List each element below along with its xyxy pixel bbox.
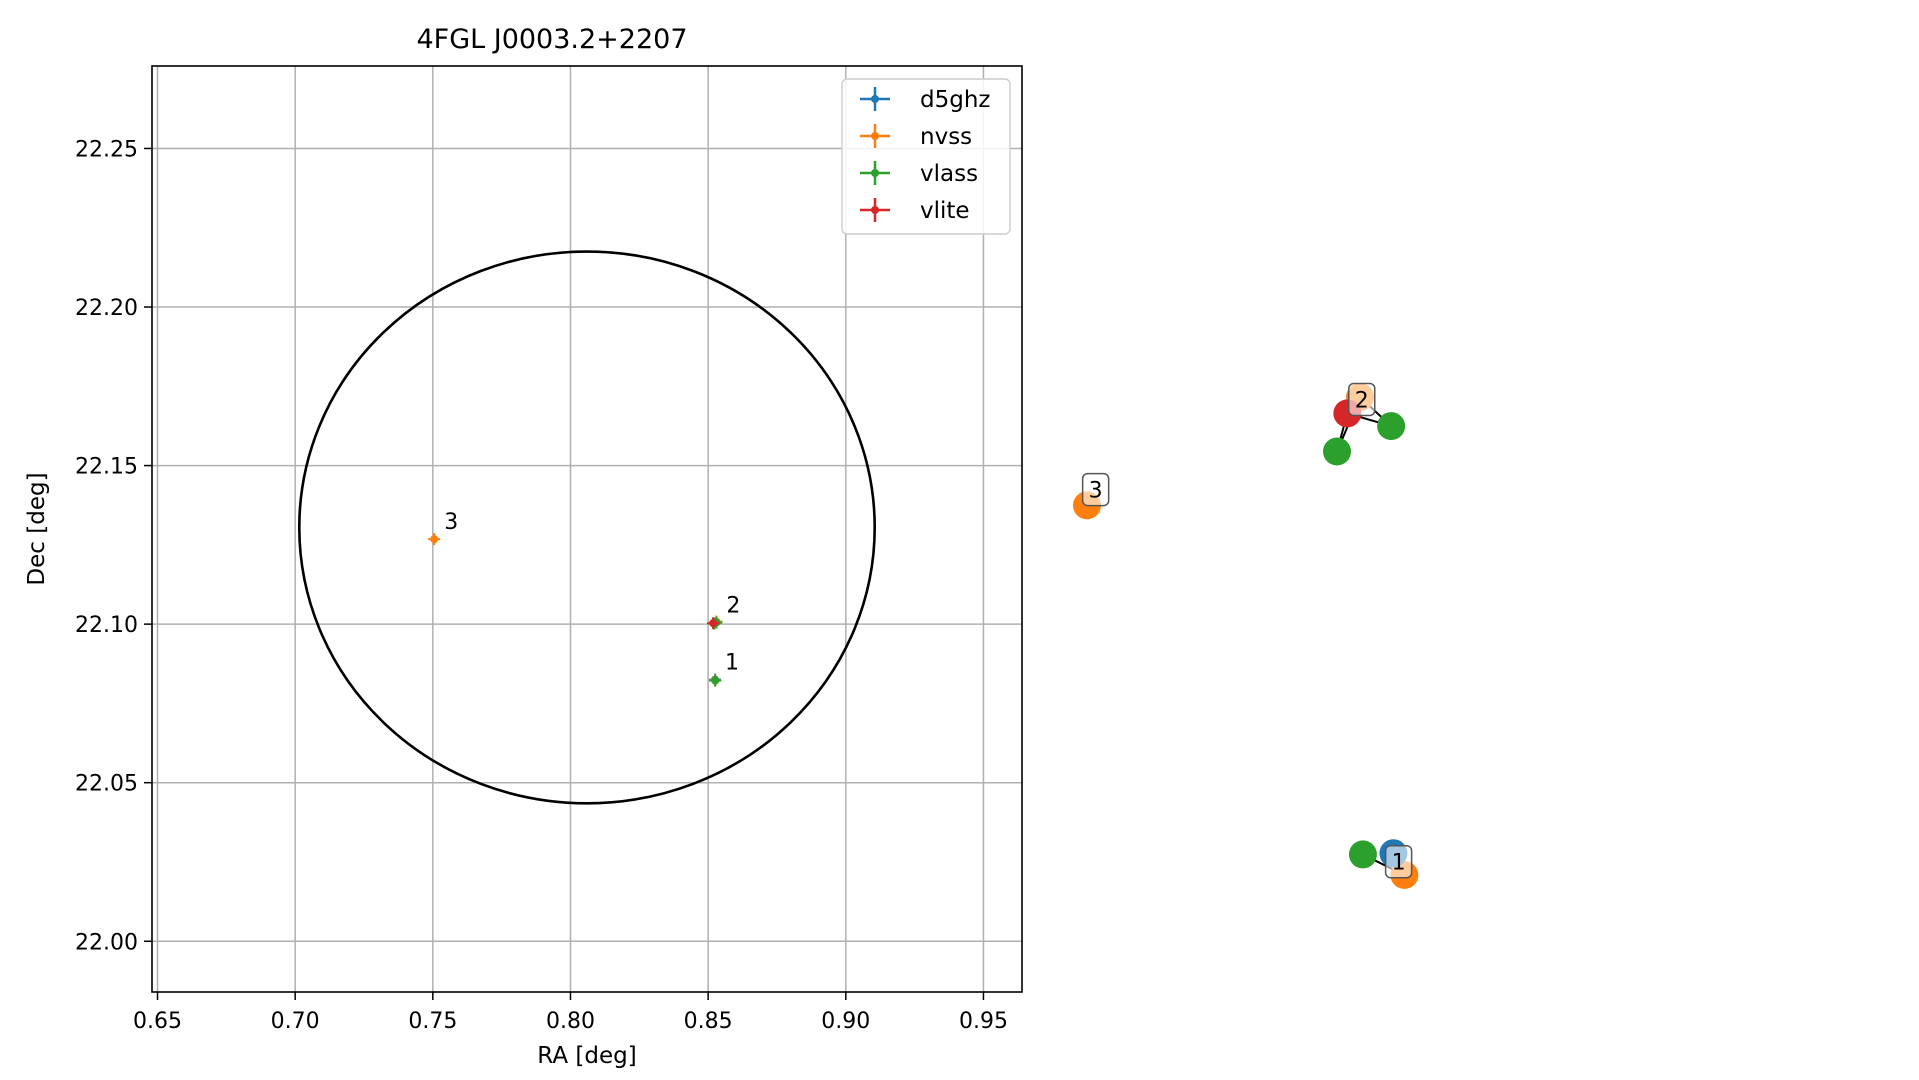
network-panel: 2 3 1 bbox=[1073, 382, 1419, 889]
y-axis-label: Dec [deg] bbox=[24, 472, 50, 585]
axis-ticks: 0.65 0.70 0.75 0.80 0.85 0.90 0.9522.0022.0522… bbox=[75, 137, 1008, 1034]
x-axis-label: RA [deg] bbox=[537, 1043, 636, 1069]
network-edges bbox=[1336, 396, 1406, 876]
localization-ellipse-layer bbox=[297, 250, 877, 805]
point-annotations: 1 2 3 bbox=[444, 510, 740, 675]
legend-entry-vlass: vlass bbox=[860, 161, 978, 187]
network-label-text: 3 bbox=[1089, 479, 1103, 504]
network-labels: 2 3 1 bbox=[1081, 382, 1413, 879]
network-label: 3 bbox=[1081, 472, 1110, 507]
legend-label: vlite bbox=[920, 198, 970, 224]
y-tick-label: 22.10 bbox=[75, 613, 138, 638]
x-tick-label: 0.95 bbox=[959, 1009, 1008, 1034]
legend-label: nvss bbox=[920, 124, 972, 150]
x-tick-label: 0.70 bbox=[271, 1009, 320, 1034]
legend: d5ghz nvss vlass vlite bbox=[841, 78, 1011, 235]
x-tick-label: 0.90 bbox=[821, 1009, 870, 1034]
network-node bbox=[1322, 437, 1351, 466]
network-label: 2 bbox=[1348, 382, 1376, 417]
network-label: 1 bbox=[1384, 844, 1413, 879]
network-label-text: 2 bbox=[1355, 388, 1369, 413]
legend-label: vlass bbox=[920, 161, 978, 187]
y-tick-label: 22.20 bbox=[75, 296, 138, 321]
localization-ellipse bbox=[297, 250, 877, 805]
network-node bbox=[1377, 412, 1406, 441]
data-points bbox=[428, 533, 723, 687]
point-nvss bbox=[428, 533, 441, 546]
network-label-text: 1 bbox=[1392, 851, 1406, 876]
x-tick-label: 0.75 bbox=[408, 1009, 457, 1034]
y-tick-label: 22.15 bbox=[75, 455, 138, 480]
annotation-label: 3 bbox=[444, 510, 458, 535]
x-tick-label: 0.65 bbox=[133, 1009, 182, 1034]
y-tick-label: 22.05 bbox=[75, 772, 138, 797]
point-vlite bbox=[707, 617, 720, 630]
x-tick-label: 0.80 bbox=[546, 1009, 595, 1034]
network-node bbox=[1348, 840, 1377, 869]
plot-frame bbox=[151, 65, 1023, 993]
annotation-label: 1 bbox=[725, 651, 739, 676]
legend-entry-d5ghz: d5ghz bbox=[860, 87, 990, 113]
point-vlass bbox=[709, 674, 722, 687]
network-nodes bbox=[1073, 383, 1419, 889]
legend-entry-vlite: vlite bbox=[860, 198, 970, 224]
y-tick-label: 22.25 bbox=[75, 137, 138, 162]
y-tick-label: 22.00 bbox=[75, 930, 138, 955]
chart-title: 4FGL J0003.2+2207 bbox=[416, 24, 687, 55]
scatter-panel: 4FGL J0003.2+2207 1 2 3 0.65 0.70 0.75 0.80 0.… bbox=[24, 24, 1023, 1069]
legend-box bbox=[841, 78, 1011, 235]
x-tick-label: 0.85 bbox=[684, 1009, 733, 1034]
legend-label: d5ghz bbox=[920, 87, 990, 113]
legend-entry-nvss: nvss bbox=[860, 124, 972, 150]
annotation-label: 2 bbox=[726, 594, 740, 619]
